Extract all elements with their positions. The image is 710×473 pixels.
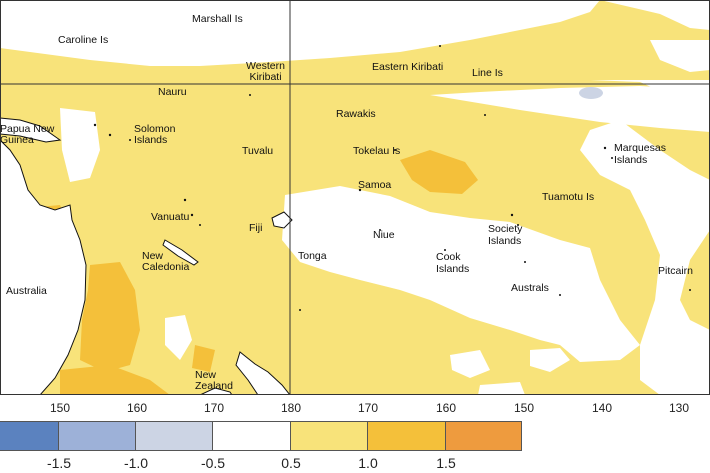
lon-tick-140w: 140 xyxy=(591,401,613,415)
new-caledonia-island xyxy=(162,239,199,266)
label-solomon-islands: Solomon Islands xyxy=(134,123,176,146)
neutral-anomaly-areas xyxy=(0,0,710,395)
label-samoa: Samoa xyxy=(358,179,392,191)
legend-value-0-5: 0.5 xyxy=(281,455,301,471)
legend-swatch-5 xyxy=(290,421,368,451)
lon-tick-130w: 130 xyxy=(668,401,690,415)
small-islands xyxy=(93,45,691,311)
label-rawaki: Rawakis xyxy=(336,108,376,120)
new-guinea-coast xyxy=(0,117,62,143)
label-pitcairn: Pitcairn xyxy=(658,265,694,277)
legend-value-1-5: 1.5 xyxy=(436,455,456,471)
lon-tick-170w: 170 xyxy=(357,401,379,415)
legend-value-neg-1-0: -1.0 xyxy=(123,455,149,471)
label-society-islands: Society Islands xyxy=(488,223,523,247)
label-australia: Australia xyxy=(6,285,47,297)
label-tokelau: Tokelau Is xyxy=(353,145,401,157)
new-zealand-north xyxy=(235,351,291,395)
label-marquesas: Marquesas Islands xyxy=(614,142,666,166)
lon-tick-150w-b: 150 xyxy=(513,401,535,415)
label-tuvalu: Tuvalu xyxy=(242,145,274,157)
label-line-islands: Line Is xyxy=(472,67,503,79)
legend-swatch-7 xyxy=(445,421,522,451)
legend-swatch-3 xyxy=(135,421,213,451)
negative-anomaly-spot xyxy=(579,87,603,99)
label-caroline-islands: Caroline Is xyxy=(58,34,109,46)
new-zealand-south xyxy=(199,387,233,395)
fiji-island xyxy=(271,211,293,229)
label-new-caledonia: New Caledonia xyxy=(142,250,190,273)
legend-value-1-0: 1.0 xyxy=(358,455,378,471)
legend-value-neg-1-5: -1.5 xyxy=(46,455,72,471)
label-australs: Australs xyxy=(511,282,549,294)
lon-tick-180: 180 xyxy=(280,401,302,415)
label-eastern-kiribati: Eastern Kiribati xyxy=(372,61,444,73)
label-new-zealand: New Zealand xyxy=(195,369,233,392)
legend-swatch-4 xyxy=(212,421,291,451)
legend-swatch-2 xyxy=(58,421,136,451)
label-niue: Niue xyxy=(373,229,395,241)
legend-swatch-6 xyxy=(367,421,446,451)
label-cook-islands: Cook Islands xyxy=(436,251,470,275)
label-tuamotu: Tuamotu Is xyxy=(542,191,595,203)
label-tonga: Tonga xyxy=(298,250,327,262)
lon-tick-170e: 170 xyxy=(203,401,225,415)
lon-tick-150w: 150 xyxy=(49,401,71,415)
label-papua-new-guinea: Papua New Guinea xyxy=(0,123,55,146)
lon-tick-160e: 160 xyxy=(126,401,148,415)
legend-swatch-1 xyxy=(0,421,59,451)
australia-coast xyxy=(0,139,87,395)
lon-tick-160w: 160 xyxy=(435,401,457,415)
label-vanuatu: Vanuatu xyxy=(151,211,190,223)
anomaly-map xyxy=(0,0,710,395)
land-masses xyxy=(0,117,293,395)
legend-value-neg-0-5: -0.5 xyxy=(200,455,226,471)
label-fiji: Fiji xyxy=(249,222,263,234)
label-marshall-islands: Marshall Is xyxy=(192,13,243,25)
label-western-kiribati: Western Kiribati xyxy=(246,60,285,83)
label-nauru: Nauru xyxy=(158,86,187,98)
